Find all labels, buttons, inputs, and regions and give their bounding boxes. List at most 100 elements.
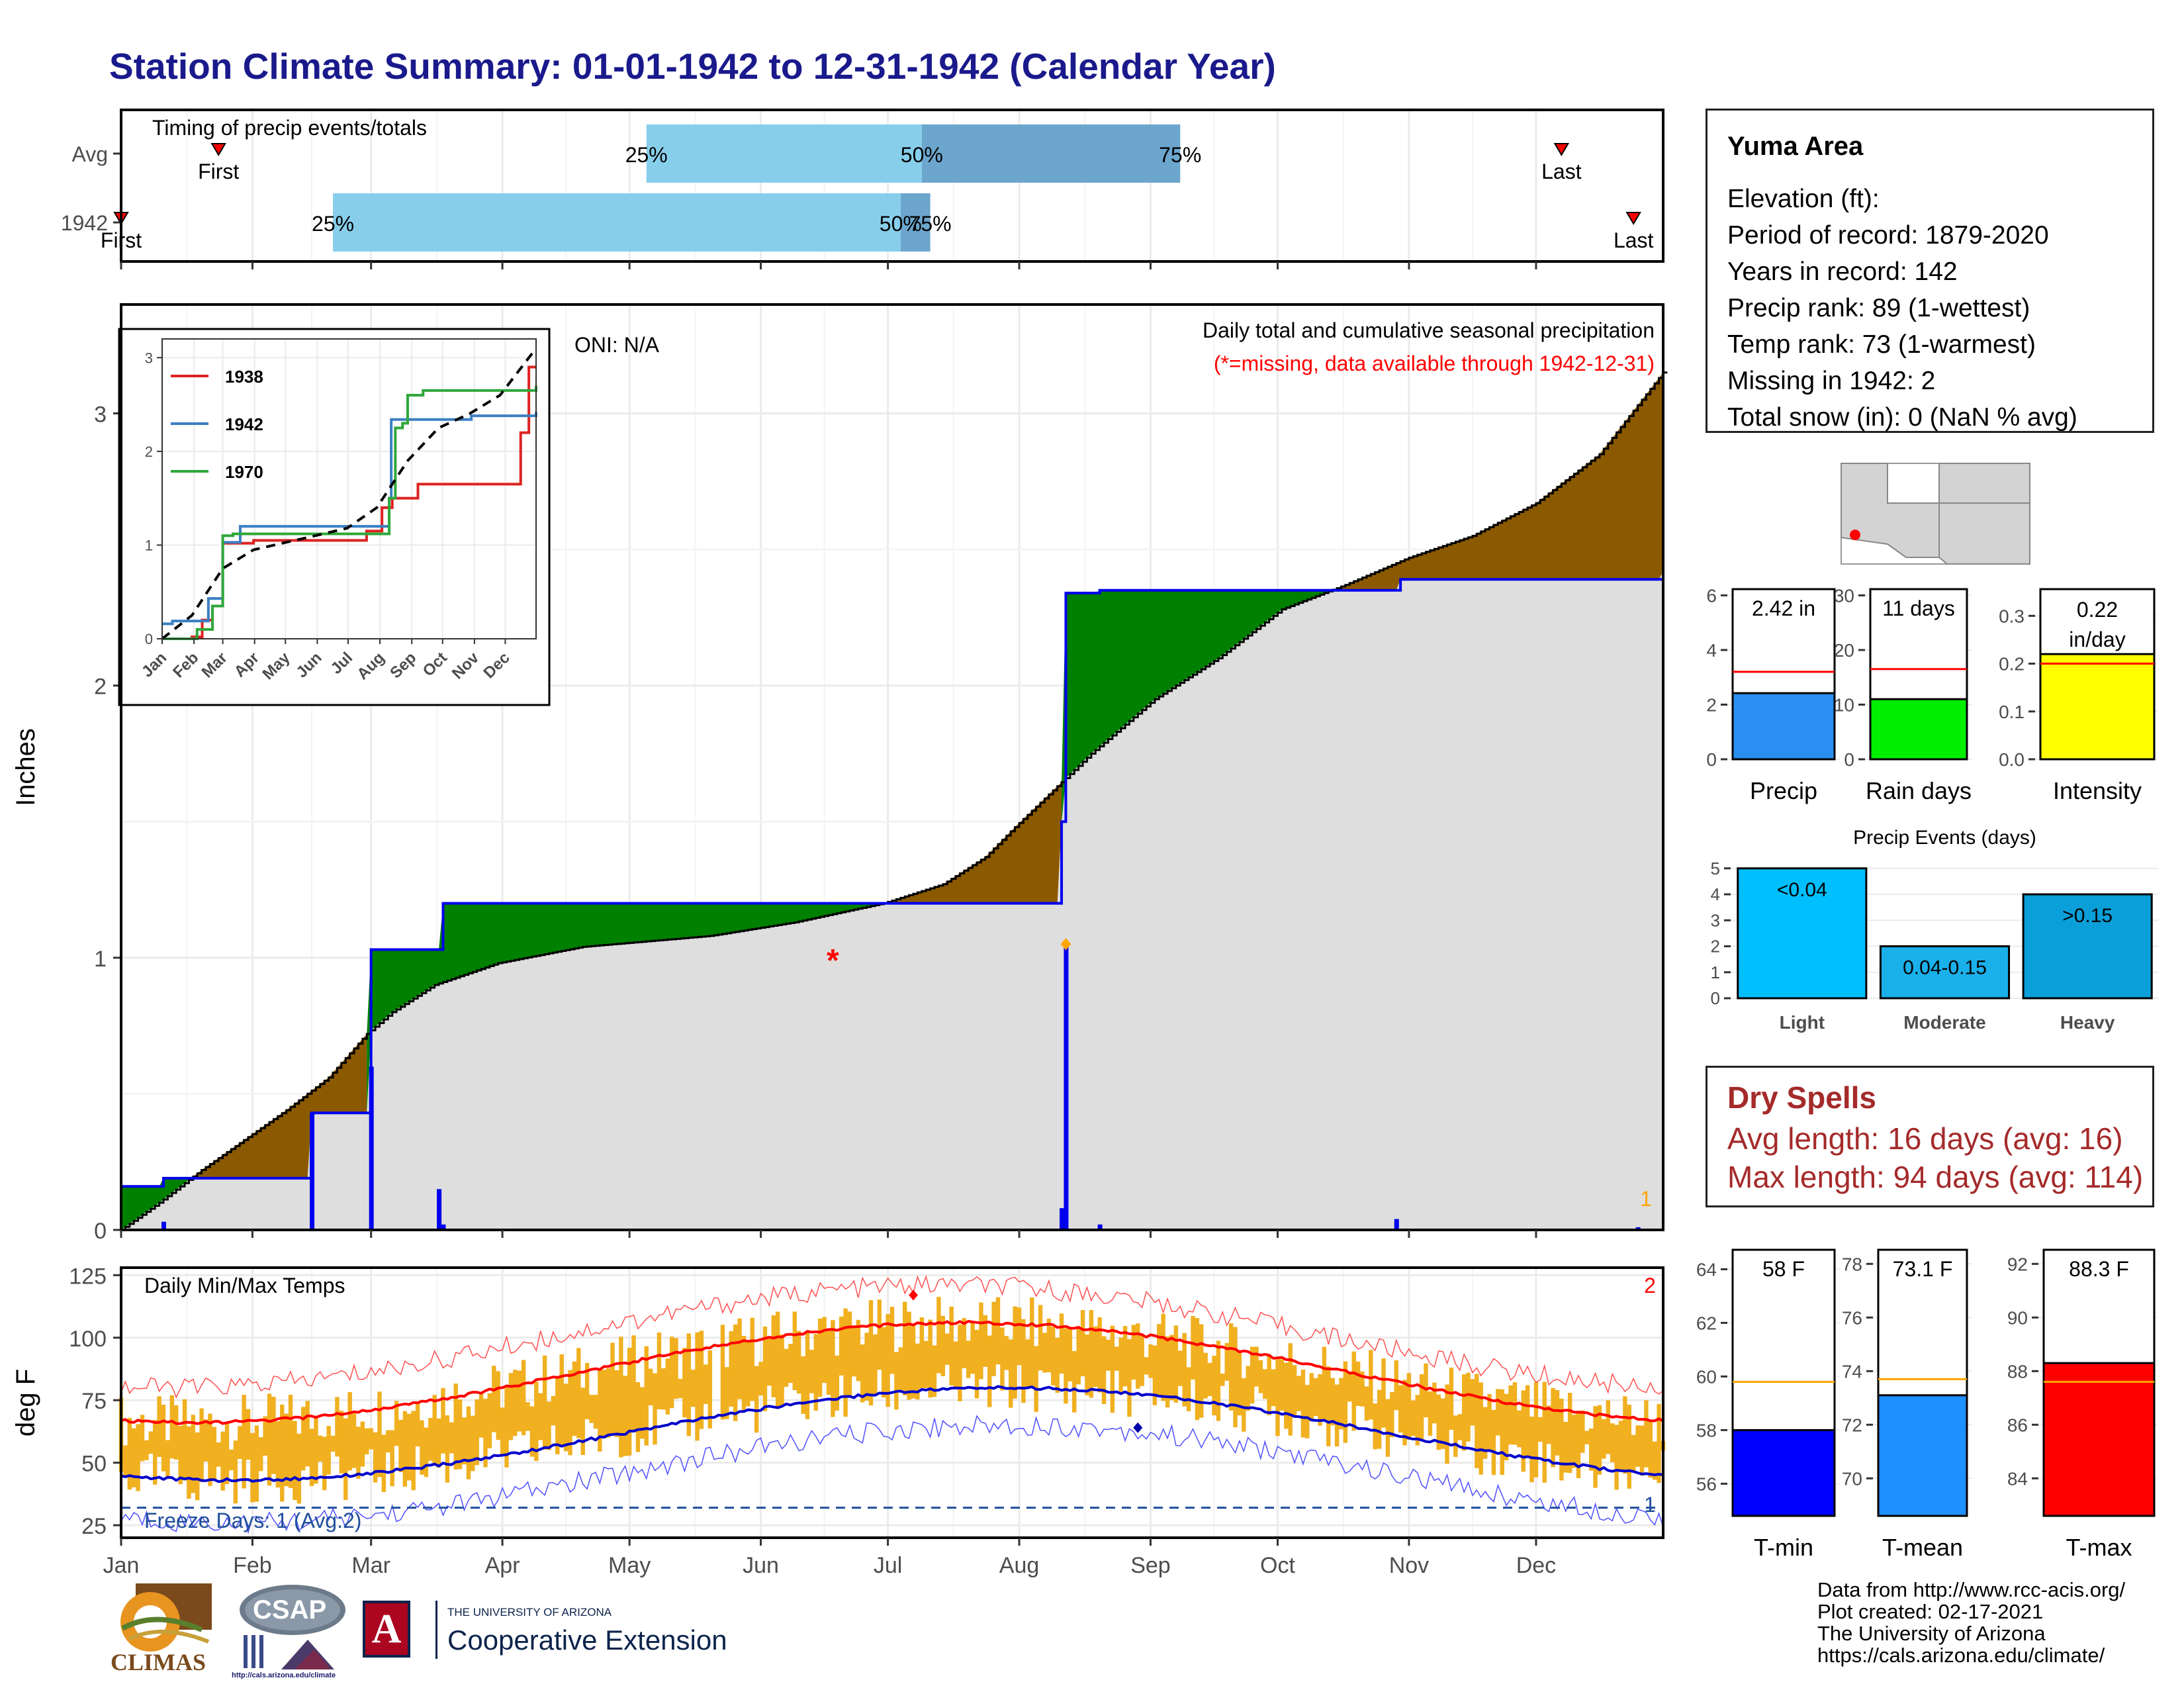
timing-panel-border xyxy=(120,109,1664,263)
events-category-label: Heavy xyxy=(2060,1012,2115,1033)
temp-mean-y-tick-label: 72 xyxy=(1842,1415,1862,1435)
temp-x-tick-label: Feb xyxy=(233,1553,272,1578)
temp-max-y-tick-label: 84 xyxy=(2007,1468,2028,1489)
temp-normal-max-line xyxy=(120,1319,1664,1425)
inset-series-line xyxy=(162,385,537,640)
timing-marker-icon xyxy=(1625,212,1641,225)
intensity-y-tick-label: 0.1 xyxy=(1999,702,2025,722)
events-y-tick-label: 3 xyxy=(1711,910,1720,930)
temp-y-tick-label: 50 xyxy=(81,1452,107,1477)
climas-logo-text: CLIMAS xyxy=(111,1649,206,1675)
events-bar xyxy=(1737,867,1868,1000)
temp-record-high-marker xyxy=(909,1289,919,1301)
events-category-label: Moderate xyxy=(1903,1012,1985,1033)
temp-x-tick-label: Jul xyxy=(874,1553,902,1578)
events-category-label: Light xyxy=(1780,1012,1825,1033)
rain-days-y-tick-label: 20 xyxy=(1834,640,1854,661)
rain-days-value-label: 11 days xyxy=(1882,596,1955,620)
precip-daily-bar xyxy=(1097,1224,1103,1230)
temp-x-tick-label: Sep xyxy=(1130,1553,1171,1578)
timing-p50-label: 50% xyxy=(901,143,943,167)
credit-line: Plot created: 02-17-2021 xyxy=(1817,1600,2044,1623)
timing-bar-50-75 xyxy=(900,193,931,252)
intensity-value-label-unit: in/day xyxy=(2069,628,2125,651)
precip-daily-bar xyxy=(369,1066,374,1230)
temp-mean-category-label: T-mean xyxy=(1882,1534,1963,1561)
timing-bar-50-75 xyxy=(921,124,1181,183)
precip-y-axis-label: Inches xyxy=(11,728,40,806)
precip-below-normal-area xyxy=(884,782,1062,904)
ua-divider xyxy=(435,1601,437,1659)
station-years: Years in record: 142 xyxy=(1727,258,1958,286)
temp-min-value-label: 58 F xyxy=(1762,1257,1805,1281)
inset-plot-border xyxy=(161,338,537,639)
temp-record-low-marker xyxy=(1133,1422,1143,1433)
temp-y-tick-label: 125 xyxy=(69,1264,107,1289)
precip-total-y-tick-label: 6 xyxy=(1706,585,1717,606)
precip-total-y-tick-label: 4 xyxy=(1706,640,1717,661)
timing-marker-label: Last xyxy=(1614,228,1654,252)
precip-total-value-bar xyxy=(1731,692,1836,761)
events-title: Precip Events (days) xyxy=(1853,827,2036,849)
precip-missing-count: 1 xyxy=(1640,1187,1652,1211)
temp-min-value-bar xyxy=(1731,1429,1836,1517)
temp-min-y-tick-label: 62 xyxy=(1696,1313,1717,1333)
rain-days-y-tick-label: 30 xyxy=(1834,585,1854,606)
inset-legend-label: 1938 xyxy=(225,367,263,387)
climas-logo: CLIMAS xyxy=(109,1583,215,1683)
temp-mean-y-tick-label: 78 xyxy=(1842,1254,1862,1274)
temp-freeze-count: 1 xyxy=(1644,1493,1656,1517)
dry-spells-avg: Avg length: 16 days (avg: 16) xyxy=(1727,1121,2123,1156)
temp-x-tick-label: Mar xyxy=(351,1553,390,1578)
temp-max-y-tick-label: 90 xyxy=(2007,1307,2028,1328)
events-bar xyxy=(2022,893,2153,1000)
temp-y-tick-label: 100 xyxy=(69,1327,107,1352)
intensity-category-label: Intensity xyxy=(2053,777,2142,804)
station-elevation: Elevation (ft): xyxy=(1727,185,1880,213)
temp-mean-value-bar xyxy=(1877,1394,1968,1517)
station-location-dot xyxy=(1850,530,1860,540)
timing-row-label: 1942 xyxy=(61,211,108,235)
precip-year-cumulative-line xyxy=(121,571,1664,1188)
temp-x-tick-label: Jun xyxy=(743,1553,779,1578)
inset-y-tick-label: 3 xyxy=(145,350,153,366)
climas-logo-graphic xyxy=(120,1583,212,1652)
timing-marker-label: First xyxy=(198,160,239,183)
temp-y-tick-label: 75 xyxy=(81,1389,107,1414)
precip-total-value-label: 2.42 in xyxy=(1752,596,1815,620)
station-precip-rank: Precip rank: 89 (1-wettest) xyxy=(1727,294,2030,322)
precip-below-normal-area xyxy=(1328,372,1663,592)
locator-map xyxy=(1841,463,2030,565)
temp-mean-y-tick-label: 70 xyxy=(1842,1468,1862,1489)
precip-daily-bar xyxy=(437,1189,442,1230)
events-y-tick-label: 5 xyxy=(1711,859,1720,878)
inset-y-tick-label: 0 xyxy=(145,631,153,647)
temp-max-y-tick-label: 86 xyxy=(2007,1415,2028,1435)
events-bar-label: >0.15 xyxy=(2062,905,2113,927)
events-y-tick-label: 4 xyxy=(1711,884,1720,904)
precip-above-normal-area xyxy=(367,903,884,1113)
temp-mean-value-label: 73.1 F xyxy=(1893,1257,1953,1281)
temp-x-tick-label: Apr xyxy=(485,1553,520,1578)
timing-bar-25-50 xyxy=(646,124,922,183)
temp-max-category-label: T-max xyxy=(2066,1534,2132,1561)
dry-spells-box: Dry Spells Avg length: 16 days (avg: 16)… xyxy=(1706,1066,2154,1207)
precip-daily-bar xyxy=(1060,1208,1065,1230)
temp-x-tick-label: Jan xyxy=(103,1553,140,1578)
precip-oni-label: ONI: N/A xyxy=(574,333,660,357)
station-snow: Total snow (in): 0 (NaN % avg) xyxy=(1727,403,2077,432)
dry-spells-max: Max length: 94 days (avg: 114) xyxy=(1727,1160,2144,1194)
temp-min-category-label: T-min xyxy=(1754,1534,1813,1561)
timing-bar-25-50 xyxy=(333,193,901,252)
station-missing: Missing in 1942: 2 xyxy=(1727,367,1936,395)
temp-x-tick-label: Dec xyxy=(1516,1553,1556,1578)
temp-x-tick-label: Nov xyxy=(1389,1553,1429,1578)
events-y-tick-label: 2 xyxy=(1711,937,1720,957)
precip-note: (*=missing, data available through 1942-… xyxy=(1214,352,1655,375)
temp-max-y-tick-label: 88 xyxy=(2007,1361,2028,1382)
precip-total-category-label: Precip xyxy=(1750,777,1817,804)
temp-x-tick-label: Oct xyxy=(1260,1553,1295,1578)
precip-daily-bar xyxy=(310,1113,315,1230)
temp-freeze-label: Freeze Days: 1 (Avg:2) xyxy=(144,1509,361,1532)
inset-y-tick-label: 1 xyxy=(145,537,153,553)
